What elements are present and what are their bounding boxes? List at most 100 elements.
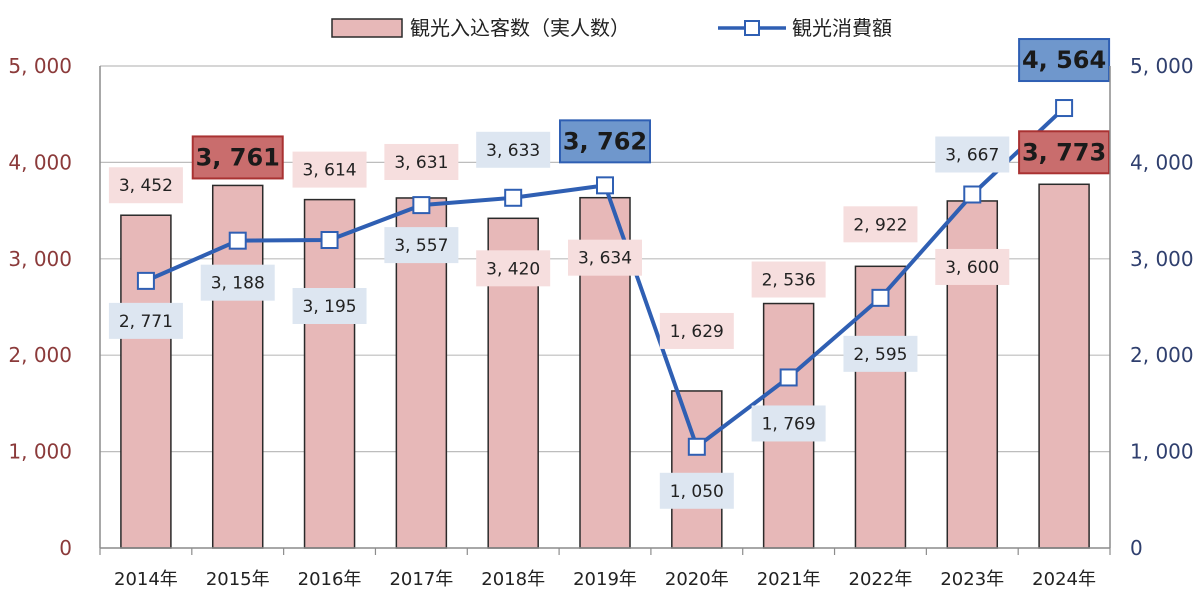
bar-value-label: 2, 536 <box>762 271 816 291</box>
line-value-label: 3, 667 <box>945 146 999 166</box>
x-tick-label: 2022年 <box>849 569 913 590</box>
line-value-label-group: 3, 557 <box>384 227 459 264</box>
bar-value-label: 3, 420 <box>486 259 540 279</box>
line-value-label: 3, 195 <box>303 297 357 317</box>
bar <box>120 214 172 549</box>
bar-value-label-box <box>1018 130 1111 175</box>
bar <box>671 390 723 549</box>
bar-value-label-box <box>751 261 826 298</box>
bar-value-label: 3, 614 <box>303 161 357 181</box>
bar-value-label-box <box>476 250 551 287</box>
bar-value-label-box <box>108 167 183 204</box>
bar <box>1038 183 1090 549</box>
bar-value-label-group: 3, 420 <box>476 250 551 287</box>
line-value-label-group: 3, 188 <box>200 264 275 301</box>
bar-value-label-group: 2, 536 <box>751 261 826 298</box>
x-tick-label: 2014年 <box>114 569 178 590</box>
bar <box>303 198 356 549</box>
line-value-label: 3, 633 <box>486 141 540 161</box>
bar-value-label-group: 3, 600 <box>935 248 1010 285</box>
line-value-label-group: 2, 595 <box>843 335 918 372</box>
line-point <box>412 196 431 215</box>
y-right-tick-label: 1, 000 <box>1130 440 1194 464</box>
line-value-label-box <box>751 405 826 442</box>
data-labels: 3, 452 3, 761 3, 614 3, 631 3, 420 3, 634 1, 6… <box>108 38 1111 509</box>
line-value-label-box <box>476 131 551 168</box>
y-right-tick-label: 0 <box>1130 536 1143 560</box>
bar-value-label-group: 3, 452 <box>108 167 183 204</box>
bar-value-label-group: 3, 614 <box>292 151 367 188</box>
x-tick-label: 2019年 <box>573 569 637 590</box>
line-value-label-box <box>384 227 459 264</box>
bar-value-label-group: 3, 761 <box>191 135 284 180</box>
y-left-tick-label: 3, 000 <box>8 247 72 271</box>
bar-value-label-group: 3, 634 <box>568 239 642 276</box>
line-point <box>504 188 523 207</box>
bar-value-label: 3, 600 <box>945 258 999 278</box>
bar-value-label: 3, 761 <box>196 143 280 171</box>
line-point <box>871 288 890 307</box>
bar-value-label: 3, 452 <box>119 176 173 196</box>
bar <box>854 265 907 549</box>
line-series <box>136 99 1074 456</box>
bar-value-label-group: 2, 922 <box>843 206 918 243</box>
bar-value-label-box <box>191 135 284 180</box>
line-value-label-group: 1, 050 <box>659 472 734 509</box>
y-left-tick-label: 2, 000 <box>8 343 72 367</box>
x-tick-label: 2018年 <box>481 569 545 590</box>
line-value-label-group: 2, 771 <box>108 302 183 339</box>
legend-bar-swatch <box>331 18 403 38</box>
line-value-label: 2, 771 <box>119 312 173 332</box>
line-point <box>687 437 706 456</box>
line-value-label-box <box>935 136 1010 173</box>
line-value-label-box <box>200 264 275 301</box>
x-tick-label: 2020年 <box>665 569 729 590</box>
line-value-label: 4, 564 <box>1022 46 1106 74</box>
line-point <box>779 368 798 387</box>
y-right-tick-label: 3, 000 <box>1130 247 1194 271</box>
line-value-label-group: 3, 195 <box>292 288 367 325</box>
bar-value-label: 2, 922 <box>853 215 907 235</box>
y-right-tick-label: 2, 000 <box>1130 343 1194 367</box>
legend: 観光入込客数（実人数） 観光消費額 <box>331 16 892 40</box>
line-value-label: 2, 595 <box>853 345 907 365</box>
bar-value-label-box <box>292 151 367 188</box>
bar-value-label: 1, 629 <box>670 322 724 342</box>
line-value-label-group: 4, 564 <box>1018 38 1111 83</box>
bar-value-label-box <box>384 143 459 180</box>
line-point <box>136 271 155 290</box>
y-left-tick-label: 5, 000 <box>8 54 72 78</box>
x-tick-label: 2015年 <box>206 569 270 590</box>
y-right-tick-label: 5, 000 <box>1130 54 1194 78</box>
y-left-tick-label: 4, 000 <box>8 150 72 174</box>
x-tick-label: 2017年 <box>389 569 453 590</box>
bar-value-label-group: 3, 773 <box>1018 130 1111 175</box>
bar-value-label-group: 1, 629 <box>659 312 734 349</box>
line-point <box>1055 99 1074 118</box>
line-value-label: 1, 769 <box>762 414 816 434</box>
bar-value-label: 3, 631 <box>394 153 448 173</box>
x-tick-label: 2024年 <box>1032 569 1096 590</box>
bar-value-label-group: 3, 631 <box>384 143 459 180</box>
line-point <box>320 231 339 250</box>
line-point <box>228 231 247 250</box>
line-value-label-box <box>559 119 651 164</box>
x-tick-label: 2016年 <box>298 569 362 590</box>
line-value-label: 3, 762 <box>563 127 647 155</box>
bar-value-label: 3, 773 <box>1022 138 1106 166</box>
legend-bar-label: 観光入込客数（実人数） <box>410 16 630 40</box>
line-value-label-group: 3, 667 <box>935 136 1010 173</box>
y-right-tick-label: 4, 000 <box>1130 150 1194 174</box>
bar-value-label-box <box>843 206 918 243</box>
line-value-label-group: 1, 769 <box>751 405 826 442</box>
y-left-tick-label: 0 <box>59 536 72 560</box>
line-value-label: 3, 557 <box>394 236 448 256</box>
line-point <box>963 185 982 204</box>
axes: 0 0 1, 000 1, 000 2, 000 2, 000 3, 000 3, 000 4,… <box>8 54 1193 590</box>
line-point <box>596 176 614 195</box>
line-value-label-box <box>108 302 183 339</box>
bar-value-label-box <box>935 248 1010 285</box>
line-value-label: 3, 188 <box>211 274 265 294</box>
line-value-label-box <box>292 288 367 325</box>
